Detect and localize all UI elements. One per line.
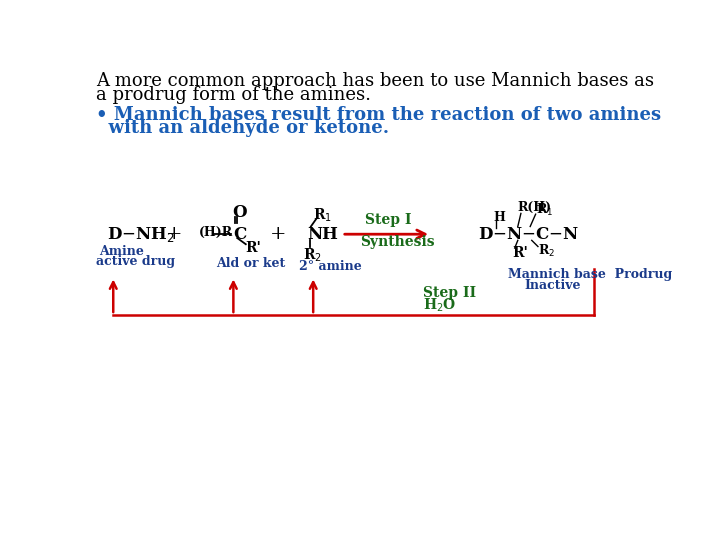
Text: Step II: Step II <box>423 287 477 300</box>
Text: H: H <box>493 211 505 224</box>
Text: with an aldehyde or ketone.: with an aldehyde or ketone. <box>96 119 390 138</box>
Text: 2° amine: 2° amine <box>300 260 362 273</box>
Text: NH: NH <box>307 226 338 242</box>
Text: R$_1$: R$_1$ <box>313 206 332 224</box>
Text: Ald or ket: Ald or ket <box>216 257 286 270</box>
Text: R': R' <box>513 246 528 260</box>
Text: R(H): R(H) <box>518 201 552 214</box>
Text: • Mannich bases result from the reaction of two amines: • Mannich bases result from the reaction… <box>96 106 662 124</box>
Text: Synthesis: Synthesis <box>360 235 434 249</box>
Text: +: + <box>166 225 182 243</box>
Text: O: O <box>232 204 246 221</box>
Text: R$_2$: R$_2$ <box>538 243 555 259</box>
Text: Inactive: Inactive <box>524 279 580 292</box>
Text: A more common approach has been to use Mannich bases as: A more common approach has been to use M… <box>96 72 654 91</box>
Text: +: + <box>270 225 287 243</box>
Text: R$_1$: R$_1$ <box>536 201 553 218</box>
Text: a prodrug form of the amines.: a prodrug form of the amines. <box>96 86 372 104</box>
Text: Amine: Amine <box>99 245 144 258</box>
Text: Mannich base  Prodrug: Mannich base Prodrug <box>508 268 672 281</box>
Text: active drug: active drug <box>96 255 176 268</box>
Text: (H)R: (H)R <box>199 226 233 239</box>
Text: R': R' <box>246 241 261 255</box>
Text: Step I: Step I <box>365 213 412 227</box>
Text: R$_2$: R$_2$ <box>303 247 322 265</box>
Text: D$-$N$-$C$-$N: D$-$N$-$C$-$N <box>477 226 579 242</box>
Text: H$_2$O: H$_2$O <box>423 296 456 314</box>
Text: C: C <box>233 226 247 242</box>
Text: D$-$NH$_2$: D$-$NH$_2$ <box>107 225 175 244</box>
